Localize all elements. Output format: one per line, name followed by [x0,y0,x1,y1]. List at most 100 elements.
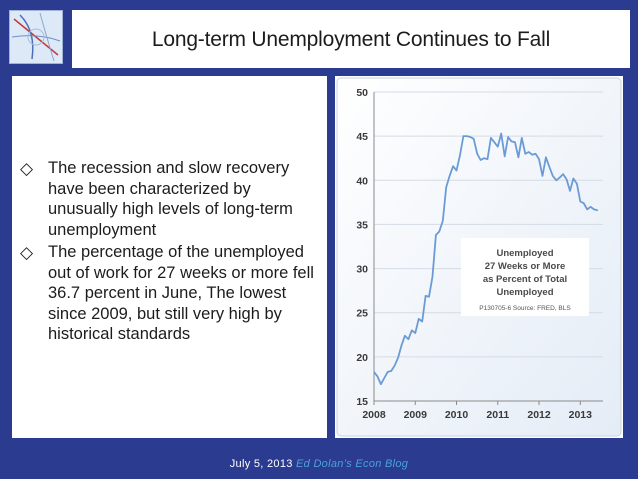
data-point [421,320,423,323]
data-point [449,175,451,177]
x-tick-label: 2012 [527,409,551,421]
bullet-item: ◇ The percentage of the unemployed out o… [18,242,323,345]
bullet-text: The recession and slow recovery have bee… [48,159,293,239]
data-point [445,186,447,188]
x-axis-tick-labels: 2008 2009 2010 2011 2012 2013 [362,409,592,421]
y-tick-label: 40 [356,175,368,187]
data-point [397,357,399,359]
data-point [407,338,409,340]
footer-date: July 5, 2013 [229,458,293,470]
data-point [428,296,430,298]
data-point [490,137,492,139]
data-point [572,177,574,180]
data-point [497,146,499,148]
data-point [414,332,416,334]
x-tick-label: 2009 [404,409,428,421]
annotation-line: as Percent of Total [483,274,567,285]
logo [9,10,63,64]
y-axis-tick-labels: 15 20 25 30 35 40 45 50 [356,87,368,408]
data-point [493,141,495,143]
data-point [531,154,533,156]
data-point [535,153,537,155]
data-point [538,158,540,160]
data-point [442,220,444,222]
data-point [394,365,396,367]
diamond-outline-icon: ◇ [20,159,34,178]
data-point [510,140,513,142]
data-point [566,178,568,180]
chart-panel: 15 20 25 30 35 40 45 50 2008 2009 2010 2011 2012 201… [335,76,623,438]
data-point [593,208,595,210]
globe-map-icon [10,11,62,63]
data-point [459,155,461,157]
x-tick-label: 2011 [486,409,509,421]
annotation-line: Unemployed [496,287,553,298]
data-point [541,175,544,177]
data-point [425,295,427,297]
chart-annotation: Unemployed 27 Weeks or More as Percent of … [461,238,589,316]
source-note: P130705-6 Source: FRED, BLS [479,305,571,312]
data-point [524,153,526,155]
annotation-box [461,238,589,316]
long-term-unemployment-chart: 15 20 25 30 35 40 45 50 2008 2009 2010 2011 2012 201… [336,77,622,437]
data-point [579,200,581,203]
data-point [559,177,561,179]
data-point [438,230,440,233]
data-point [435,234,437,236]
data-point [504,155,506,157]
diamond-outline-icon: ◇ [20,243,34,262]
data-point [480,159,482,161]
data-point [390,370,392,372]
data-point [400,344,403,346]
data-point [576,183,578,185]
annotation-line: Unemployed [496,248,553,259]
data-point [517,156,519,158]
x-tick-label: 2013 [569,409,593,421]
data-point [404,335,406,337]
y-tick-label: 50 [356,87,368,99]
y-tick-label: 30 [356,264,368,276]
y-tick-label: 20 [356,352,368,364]
footer-blog-link[interactable]: Ed Dolan’s Econ Blog [296,458,409,470]
data-point [486,158,489,160]
x-tick-label: 2008 [362,409,386,421]
data-point [596,209,599,211]
y-tick-label: 25 [356,308,368,320]
data-point [586,208,588,210]
data-point [528,151,530,153]
bullet-list: ◇ The recession and slow recovery have b… [18,158,323,347]
data-point [411,329,413,331]
data-point [590,206,592,208]
y-tick-label: 45 [356,131,368,143]
data-point [466,135,468,137]
data-point [500,132,502,135]
data-point [569,190,571,192]
data-point [452,165,454,167]
data-point [373,371,375,373]
data-point [469,136,471,138]
data-point [380,383,382,385]
series-line [373,132,598,386]
annotation-line: 27 Weeks or More [485,261,566,272]
data-point [507,136,509,138]
slide-title: Long-term Unemployment Continues to Fall [151,28,551,51]
data-point [462,135,464,137]
series-long-term-unemployment [373,132,599,386]
data-point [555,179,557,181]
footer: July 5, 2013 Ed Dolan’s Econ Blog [0,458,638,470]
y-tick-label: 35 [356,219,368,231]
data-point [521,137,523,139]
bullet-text-panel: ◇ The recession and slow recovery have b… [12,76,327,438]
data-point [583,202,585,204]
data-point [545,156,547,158]
data-point [548,166,550,168]
data-point [455,170,458,172]
y-tick-label: 15 [356,396,368,408]
chart-axes [373,92,603,405]
data-point [562,173,564,175]
x-tick-label: 2010 [445,409,469,421]
data-point [387,371,389,373]
data-point [418,318,420,320]
title-bar: Long-term Unemployment Continues to Fall [72,10,630,68]
data-point [514,141,516,143]
